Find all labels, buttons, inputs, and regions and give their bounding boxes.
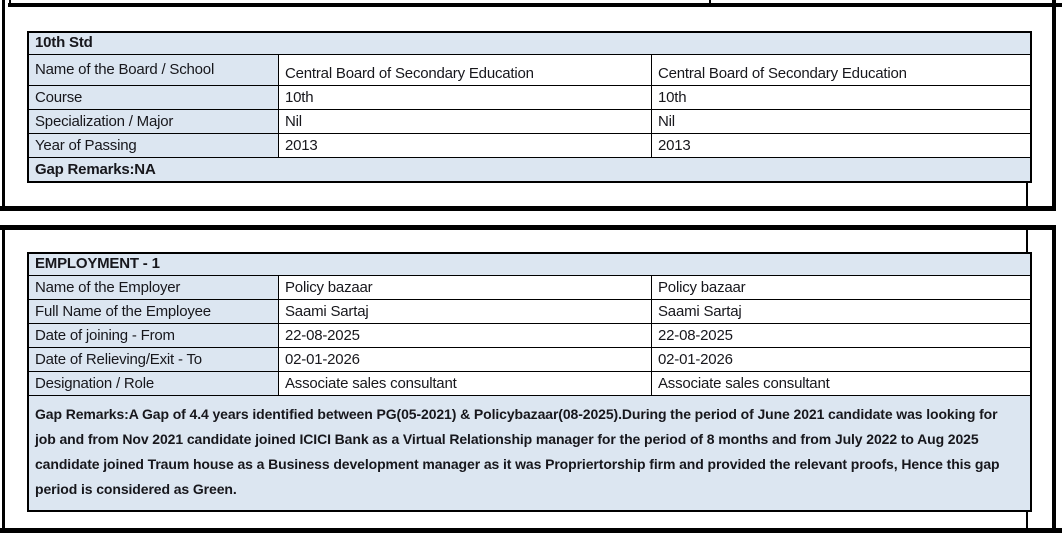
education-row-label: Specialization / Major <box>29 110 279 133</box>
employment-row-value-1: Saami Sartaj <box>279 300 652 323</box>
education-right-extension-line <box>1026 183 1028 206</box>
education-row-value-2: Central Board of Secondary Education <box>658 65 907 82</box>
table-row: Name of the Board / School Central Board… <box>29 54 1030 85</box>
employment-row-label: Designation / Role <box>29 372 279 395</box>
cutoff-table-tick-left <box>9 0 11 3</box>
employment-table: EMPLOYMENT - 1 Name of the Employer Poli… <box>27 252 1032 512</box>
section2-top-border <box>0 225 1056 230</box>
cutoff-table-tick-middle <box>709 0 711 3</box>
education-row-value-2: 2013 <box>658 137 691 154</box>
employment-row-value-1: Policy bazaar <box>279 276 652 299</box>
education-table: 10th Std Name of the Board / School Cent… <box>27 31 1032 183</box>
left-border-line-upper <box>2 0 5 206</box>
employment-row-value-1: 22-08-2025 <box>279 324 652 347</box>
table-row: Course 10th 10th <box>29 85 1030 109</box>
education-table-title-row: 10th Std <box>29 33 1030 54</box>
employment-row-value-2: Saami Sartaj <box>658 303 742 320</box>
employment-table-title-row: EMPLOYMENT - 1 <box>29 254 1030 275</box>
top-border-line <box>8 3 1062 7</box>
right-border-line-upper <box>1052 0 1056 211</box>
education-row-label: Name of the Board / School <box>29 55 279 85</box>
education-row-value-1: Nil <box>279 110 652 133</box>
table-row: Full Name of the Employee Saami Sartaj S… <box>29 299 1030 323</box>
table-row: Year of Passing 2013 2013 <box>29 133 1030 157</box>
education-row-value-1: 10th <box>279 86 652 109</box>
education-row-label: Year of Passing <box>29 134 279 157</box>
table-row: Designation / Role Associate sales consu… <box>29 371 1030 395</box>
education-gap-remarks-row: Gap Remarks:NA <box>29 157 1030 181</box>
employment-row-value-1: Associate sales consultant <box>279 372 652 395</box>
employment-gap-remarks: Gap Remarks:A Gap of 4.4 years identifie… <box>29 395 1030 510</box>
employment-row-value-1: 02-01-2026 <box>279 348 652 371</box>
employment-right-extension-top <box>1026 228 1028 252</box>
employment-row-value-2: Policy bazaar <box>658 279 746 296</box>
employment-table-title: EMPLOYMENT - 1 <box>35 255 160 272</box>
employment-row-label: Date of Relieving/Exit - To <box>29 348 279 371</box>
table-row: Name of the Employer Policy bazaar Polic… <box>29 275 1030 299</box>
education-table-title: 10th Std <box>35 34 93 51</box>
education-row-value-1: 2013 <box>279 134 652 157</box>
education-row-value-2: 10th <box>658 89 687 106</box>
bottom-border-line <box>0 528 1062 533</box>
education-row-value-2: Nil <box>658 113 675 130</box>
left-border-line-lower <box>2 225 5 533</box>
education-row-value-1: Central Board of Secondary Education <box>279 55 652 85</box>
education-gap-remarks: Gap Remarks:NA <box>35 161 156 178</box>
section1-bottom-border <box>0 206 1056 211</box>
education-row-label: Course <box>29 86 279 109</box>
employment-right-extension-bottom <box>1026 512 1028 528</box>
employment-row-label: Date of joining - From <box>29 324 279 347</box>
table-row: Specialization / Major Nil Nil <box>29 109 1030 133</box>
right-border-line-lower <box>1052 225 1056 533</box>
employment-row-value-2: 02-01-2026 <box>658 351 733 368</box>
employment-row-value-2: Associate sales consultant <box>658 375 830 392</box>
employment-row-value-2: 22-08-2025 <box>658 327 733 344</box>
employment-row-label: Full Name of the Employee <box>29 300 279 323</box>
table-row: Date of joining - From 22-08-2025 22-08-… <box>29 323 1030 347</box>
table-row: Date of Relieving/Exit - To 02-01-2026 0… <box>29 347 1030 371</box>
employment-row-label: Name of the Employer <box>29 276 279 299</box>
